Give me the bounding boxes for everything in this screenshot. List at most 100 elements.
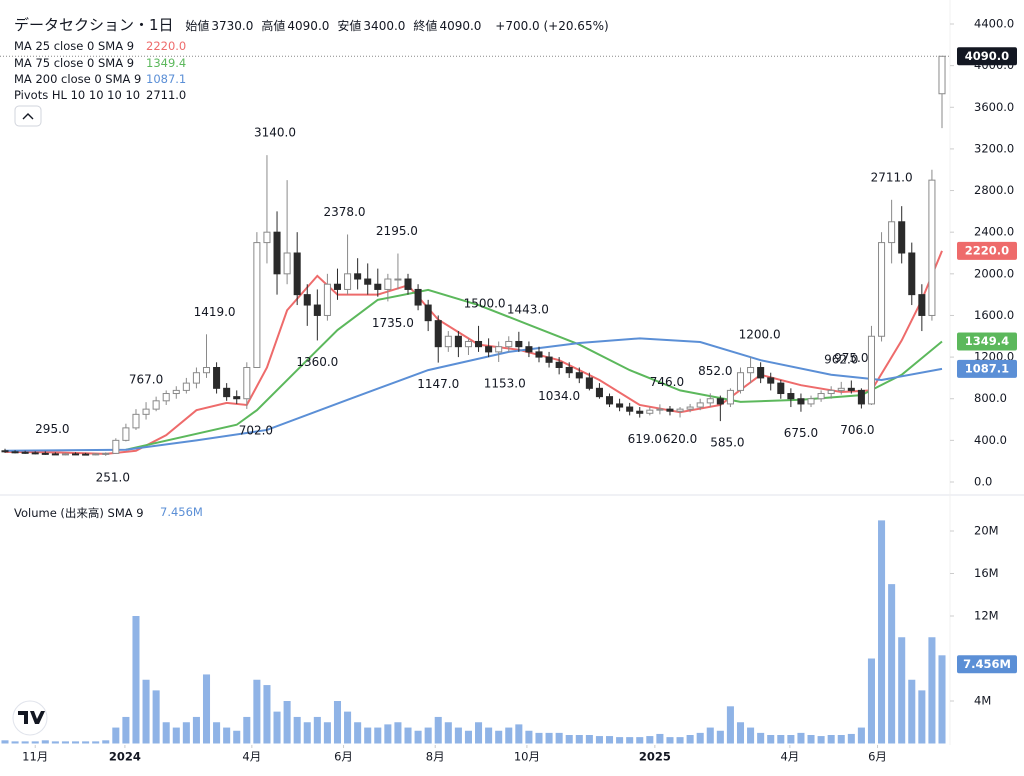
pivot-label: 975.0 bbox=[834, 351, 868, 365]
volume-bar bbox=[847, 733, 855, 744]
candle-body bbox=[515, 340, 523, 348]
volume-bar bbox=[646, 736, 654, 744]
volume-bar bbox=[11, 741, 19, 744]
volume-bar bbox=[475, 722, 483, 744]
collapse-button[interactable] bbox=[14, 105, 42, 127]
pivot-label: 2711.0 bbox=[871, 170, 913, 184]
pivot-label: 962.0 bbox=[824, 352, 858, 366]
volume-bar bbox=[354, 722, 362, 744]
candle-body bbox=[182, 382, 190, 391]
candle-body bbox=[827, 389, 835, 395]
volume-bar bbox=[192, 716, 200, 744]
x-tick-label: 8月 bbox=[426, 750, 445, 764]
candle-body bbox=[41, 452, 49, 455]
x-tick-label: 2025 bbox=[639, 750, 671, 764]
volume-bar bbox=[444, 722, 452, 744]
volume-bar bbox=[223, 727, 231, 744]
candle-body bbox=[313, 304, 321, 316]
volume-bar bbox=[515, 724, 523, 744]
candle-body bbox=[213, 367, 221, 389]
volume-bar bbox=[404, 727, 412, 744]
price-tag bbox=[957, 655, 1017, 674]
candle-body bbox=[444, 335, 452, 348]
pivot-label: 1200.0 bbox=[739, 328, 781, 342]
volume-bar bbox=[807, 735, 815, 744]
volume-bar bbox=[938, 655, 946, 744]
candle-body bbox=[364, 278, 372, 285]
candle-body bbox=[495, 346, 503, 353]
volume-bar bbox=[817, 736, 825, 744]
volume-bar bbox=[253, 679, 261, 744]
volume-bar bbox=[545, 732, 553, 744]
candle-body bbox=[1, 450, 9, 453]
volume-bar bbox=[464, 730, 472, 744]
candle-body bbox=[223, 387, 231, 398]
volume-bar bbox=[202, 674, 211, 744]
candle-body bbox=[938, 55, 946, 95]
pivot-label: 251.0 bbox=[96, 470, 130, 484]
pivot-label: 2378.0 bbox=[324, 205, 366, 219]
candle-body bbox=[485, 346, 493, 353]
candle-body bbox=[51, 453, 59, 456]
volume-bar bbox=[323, 722, 331, 744]
candle-body bbox=[757, 367, 765, 379]
price-tag-label: 7.456M bbox=[963, 657, 1011, 671]
volume-bar bbox=[424, 727, 432, 744]
y-tick-label: 800.0 bbox=[974, 391, 1007, 405]
volume-bar bbox=[797, 732, 805, 744]
volume-bar bbox=[857, 727, 865, 744]
candle-body bbox=[857, 389, 865, 405]
volume-bar bbox=[152, 690, 160, 744]
y-tick-label: 2800.0 bbox=[974, 183, 1014, 197]
candle-body bbox=[132, 413, 140, 429]
candle-body bbox=[354, 273, 362, 280]
pivot-label: 1419.0 bbox=[194, 305, 236, 319]
ohlc-label: 始値 bbox=[185, 19, 210, 33]
volume-bar bbox=[565, 735, 573, 744]
y-tick-label: 1600.0 bbox=[974, 308, 1014, 322]
volume-bar bbox=[686, 735, 694, 744]
price-tag bbox=[957, 47, 1017, 66]
candle-body bbox=[454, 335, 462, 348]
volume-bar bbox=[243, 716, 251, 744]
candle-body bbox=[344, 273, 352, 290]
x-tick-label: 4月 bbox=[242, 750, 261, 764]
candle-body bbox=[656, 408, 664, 411]
candle-body bbox=[253, 242, 261, 368]
volume-bar bbox=[293, 716, 301, 744]
candle-body bbox=[384, 278, 392, 290]
candle-body bbox=[273, 231, 281, 275]
candle-body bbox=[102, 452, 110, 455]
volume-bar bbox=[837, 735, 845, 744]
volume-bar bbox=[867, 658, 875, 744]
candle-body bbox=[11, 451, 19, 454]
candle-body bbox=[595, 387, 603, 398]
candle-body bbox=[646, 409, 654, 414]
candle-body bbox=[726, 389, 734, 405]
candle-body bbox=[807, 398, 815, 405]
candle-body bbox=[585, 377, 593, 389]
volume-bar bbox=[485, 727, 493, 744]
tradingview-logo[interactable] bbox=[12, 700, 48, 736]
volume-bar bbox=[595, 736, 603, 744]
candle-body bbox=[283, 252, 291, 275]
pivot-label: 619.0 bbox=[628, 432, 662, 446]
price-tag-label: 4090.0 bbox=[965, 49, 1009, 63]
candle-body bbox=[878, 242, 886, 337]
pivot-label: 3140.0 bbox=[254, 126, 296, 140]
pivot-label: 706.0 bbox=[840, 423, 874, 437]
moving-average-line bbox=[4, 250, 943, 455]
candle-body bbox=[434, 320, 442, 348]
volume-bar bbox=[303, 722, 311, 744]
candle-body bbox=[736, 372, 745, 391]
volume-bar bbox=[827, 735, 835, 744]
candle-body bbox=[92, 453, 100, 456]
ohlc-label: 安値 bbox=[337, 19, 362, 33]
volume-bar bbox=[555, 732, 563, 744]
volume-bar bbox=[182, 722, 190, 744]
pivot-label: 1500.0 bbox=[464, 296, 506, 310]
candle-body bbox=[767, 377, 775, 384]
volume-bar bbox=[162, 722, 170, 744]
volume-bar bbox=[122, 716, 130, 744]
candle-body bbox=[565, 367, 573, 374]
